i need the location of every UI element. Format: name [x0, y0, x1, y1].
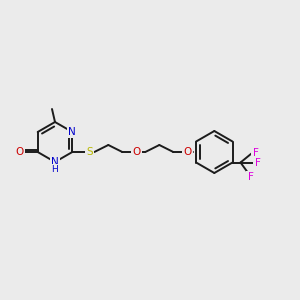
- Text: O: O: [183, 147, 191, 157]
- Text: F: F: [253, 148, 258, 158]
- Text: F: F: [248, 172, 254, 182]
- Text: H: H: [52, 166, 58, 175]
- Text: N: N: [68, 127, 76, 137]
- Text: F: F: [255, 158, 260, 167]
- Text: O: O: [132, 147, 140, 157]
- Text: O: O: [16, 147, 24, 157]
- Text: S: S: [86, 147, 93, 157]
- Text: N: N: [51, 157, 59, 167]
